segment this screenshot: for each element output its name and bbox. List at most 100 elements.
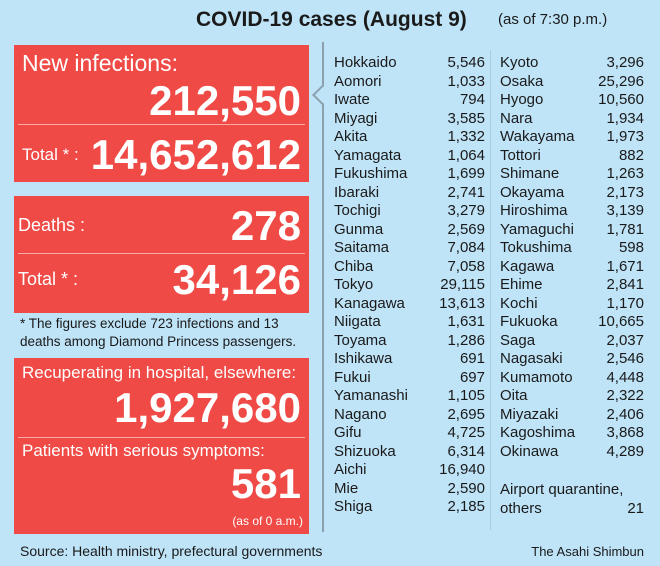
prefecture-name: Nagasaki (500, 350, 563, 367)
pointer-notch (312, 85, 332, 105)
prefecture-value: 10,560 (598, 91, 644, 108)
prefecture-value: 697 (459, 368, 485, 386)
prefecture-name: Fukuoka (500, 313, 558, 330)
prefecture-name: Akita (334, 128, 368, 145)
as-of-time: (as of 7:30 p.m.) (498, 11, 608, 28)
prefecture-value: 1,631 (447, 313, 485, 330)
prefecture-row: Tochigi 3,279 (334, 202, 485, 221)
prefecture-value: 1,973 (606, 128, 644, 145)
prefecture-value: 2,741 (447, 183, 485, 201)
prefecture-value: 7,084 (447, 239, 485, 256)
prefecture-value: 2,546 (606, 350, 644, 367)
footnote: * The figures exclude 723 infections and… (20, 315, 296, 351)
prefecture-name: Yamagata (334, 146, 402, 164)
prefecture-name: Kagawa (500, 257, 555, 275)
prefecture-name: Osaka (500, 72, 544, 90)
prefecture-value: 2,569 (447, 220, 485, 238)
divider (18, 124, 305, 125)
prefecture-value: 1,170 (606, 294, 644, 312)
prefecture-name: Yamanashi (334, 387, 408, 404)
prefecture-row: Fukui 697 (334, 369, 485, 388)
prefecture-row: Nara 1,934 (500, 110, 644, 129)
prefecture-row: Hyogo 10,560 (500, 91, 644, 110)
prefecture-name: Hyogo (500, 91, 544, 108)
prefecture-row: Yamaguchi 1,781 (500, 221, 644, 240)
prefecture-value: 882 (618, 146, 644, 164)
prefecture-value: 2,841 (606, 276, 644, 293)
recuperating-value: 1,927,680 (114, 384, 301, 431)
prefecture-row: Kyoto 3,296 (500, 54, 644, 73)
prefecture-row: Tokushima 598 (500, 239, 644, 258)
page-title: COVID-19 cases (August 9) (196, 8, 467, 31)
prefecture-row: Niigata 1,631 (334, 313, 485, 332)
prefecture-value: 1,263 (606, 165, 644, 182)
serious-note: (as of 0 a.m.) (232, 514, 303, 528)
prefecture-value: 3,585 (447, 109, 485, 127)
serious-label: Patients with serious symptoms: (22, 441, 265, 460)
prefecture-row: Saga 2,037 (500, 332, 644, 351)
prefecture-value: 1,064 (447, 146, 485, 164)
prefecture-row: Kagawa 1,671 (500, 258, 644, 277)
recuperating-label: Recuperating in hospital, elsewhere: (22, 363, 297, 382)
prefecture-row: Nagasaki 2,546 (500, 350, 644, 369)
prefecture-row: Nagano 2,695 (334, 406, 485, 425)
footnote-line: deaths among Diamond Princess passengers… (20, 334, 297, 349)
prefecture-value: 1,934 (606, 109, 644, 127)
prefecture-name: Fukushima (334, 165, 408, 182)
prefecture-row: Kumamoto 4,448 (500, 369, 644, 388)
prefecture-value: 16,940 (439, 461, 485, 478)
prefecture-value: 3,868 (606, 424, 644, 441)
prefecture-name: Shiga (334, 498, 373, 515)
prefecture-row: Kanagawa 13,613 (334, 295, 485, 314)
prefecture-name: Kagoshima (500, 424, 576, 441)
prefecture-name: Oita (500, 387, 528, 404)
prefecture-row: Mie 2,590 (334, 480, 485, 499)
new-infections-value: 212,550 (149, 77, 301, 124)
prefecture-value: 2,037 (606, 331, 644, 349)
prefecture-name: Nagano (334, 405, 387, 423)
prefecture-row: Akita 1,332 (334, 128, 485, 147)
prefecture-row: Miyagi 3,585 (334, 110, 485, 129)
prefecture-row: Okinawa 4,289 (500, 443, 644, 462)
prefecture-row: Aichi 16,940 (334, 461, 485, 480)
prefecture-value: 2,173 (606, 183, 644, 201)
prefecture-name: Tokyo (334, 276, 374, 293)
prefecture-name: Hiroshima (500, 202, 568, 219)
prefecture-value: 4,725 (447, 424, 485, 441)
prefecture-row: Yamagata 1,064 (334, 147, 485, 166)
divider (18, 253, 305, 254)
prefecture-name: Tottori (500, 146, 541, 164)
prefecture-list-left: Hokkaido 5,546 Aomori 1,033 Iwate 794 Miyagi 3,… (334, 54, 485, 517)
prefecture-row: Osaka 25,296 (500, 73, 644, 92)
prefecture-value: 794 (459, 91, 485, 108)
total-infections-value: 14,652,612 (90, 131, 301, 178)
prefecture-name: Yamaguchi (500, 220, 574, 238)
prefecture-row: Fukushima 1,699 (334, 165, 485, 184)
source-note: Source: Health ministry, prefectural gov… (20, 543, 323, 559)
prefecture-value: 3,296 (606, 54, 644, 71)
credit: The Asahi Shimbun (531, 544, 644, 559)
prefecture-name: Hokkaido (334, 54, 397, 71)
prefecture-name: Chiba (334, 257, 374, 275)
prefecture-list-right: Kyoto 3,296 Osaka 25,296 Hyogo 10,560 Nara 1,93… (500, 54, 644, 461)
infections-panel: New infections: 212,550 Total * : 14,652… (14, 45, 309, 182)
divider (18, 437, 305, 438)
separator (322, 42, 324, 532)
prefecture-value: 2,406 (606, 405, 644, 423)
airport-quarantine: Airport quarantine, others 21 (500, 480, 644, 518)
prefecture-row: Hokkaido 5,546 (334, 54, 485, 73)
prefecture-name: Miyagi (334, 109, 378, 127)
prefecture-row: Shiga 2,185 (334, 498, 485, 517)
prefecture-name: Shimane (500, 165, 560, 182)
prefecture-name: Okinawa (500, 442, 559, 460)
prefecture-row: Tokyo 29,115 (334, 276, 485, 295)
prefecture-value: 1,671 (606, 257, 644, 275)
prefecture-name: Wakayama (500, 128, 575, 145)
prefecture-value: 2,695 (447, 405, 485, 423)
prefecture-name: Okayama (500, 183, 565, 201)
prefecture-row: Miyazaki 2,406 (500, 406, 644, 425)
prefecture-value: 1,033 (447, 72, 485, 90)
prefecture-name: Toyama (334, 331, 387, 349)
total-deaths-value: 34,126 (172, 256, 301, 303)
prefecture-name: Tochigi (334, 202, 381, 219)
